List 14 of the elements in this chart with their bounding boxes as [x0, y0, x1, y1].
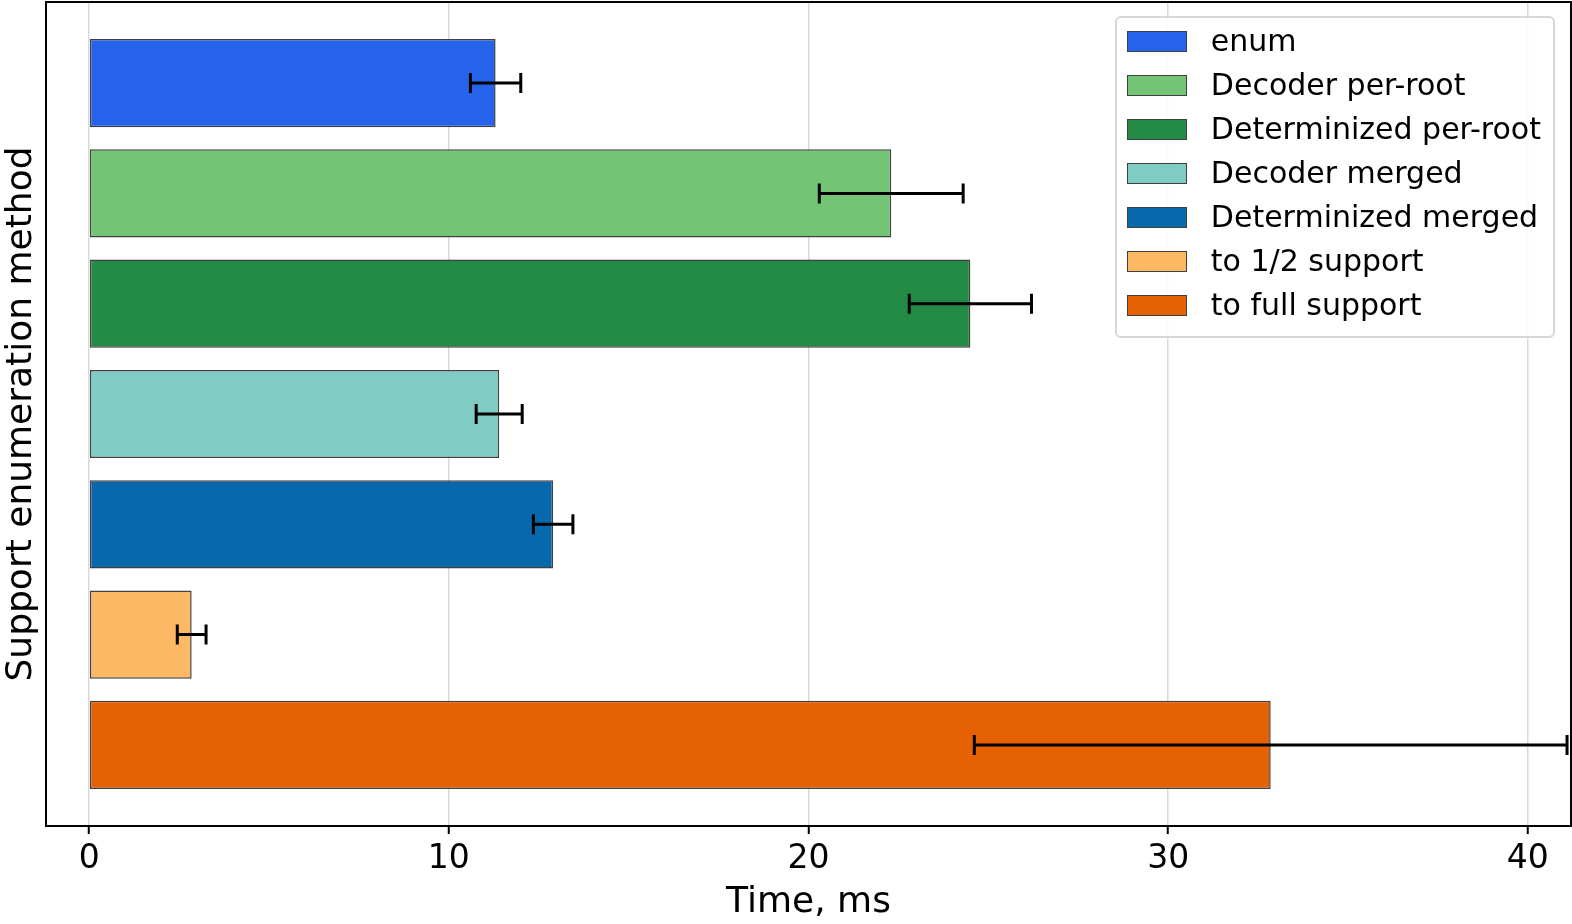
- legend-label: to full support: [1210, 287, 1422, 323]
- legend-label: Determinized per-root: [1210, 111, 1541, 147]
- x-tick-label: 30: [1147, 837, 1190, 877]
- legend-label: Determinized merged: [1210, 199, 1539, 235]
- x-tick-label: 0: [78, 837, 100, 877]
- legend-label: to 1/2 support: [1210, 243, 1424, 279]
- x-tick-label: 10: [427, 837, 470, 877]
- x-axis-title: Time, ms: [725, 878, 891, 920]
- y-axis-title: Support enumeration method: [0, 146, 40, 682]
- x-tick-label: 40: [1506, 837, 1549, 877]
- legend-label: Decoder per-root: [1210, 67, 1466, 103]
- legend-label: Decoder merged: [1210, 155, 1463, 191]
- x-tick-label: 20: [787, 837, 830, 877]
- legend-label: enum: [1210, 23, 1297, 59]
